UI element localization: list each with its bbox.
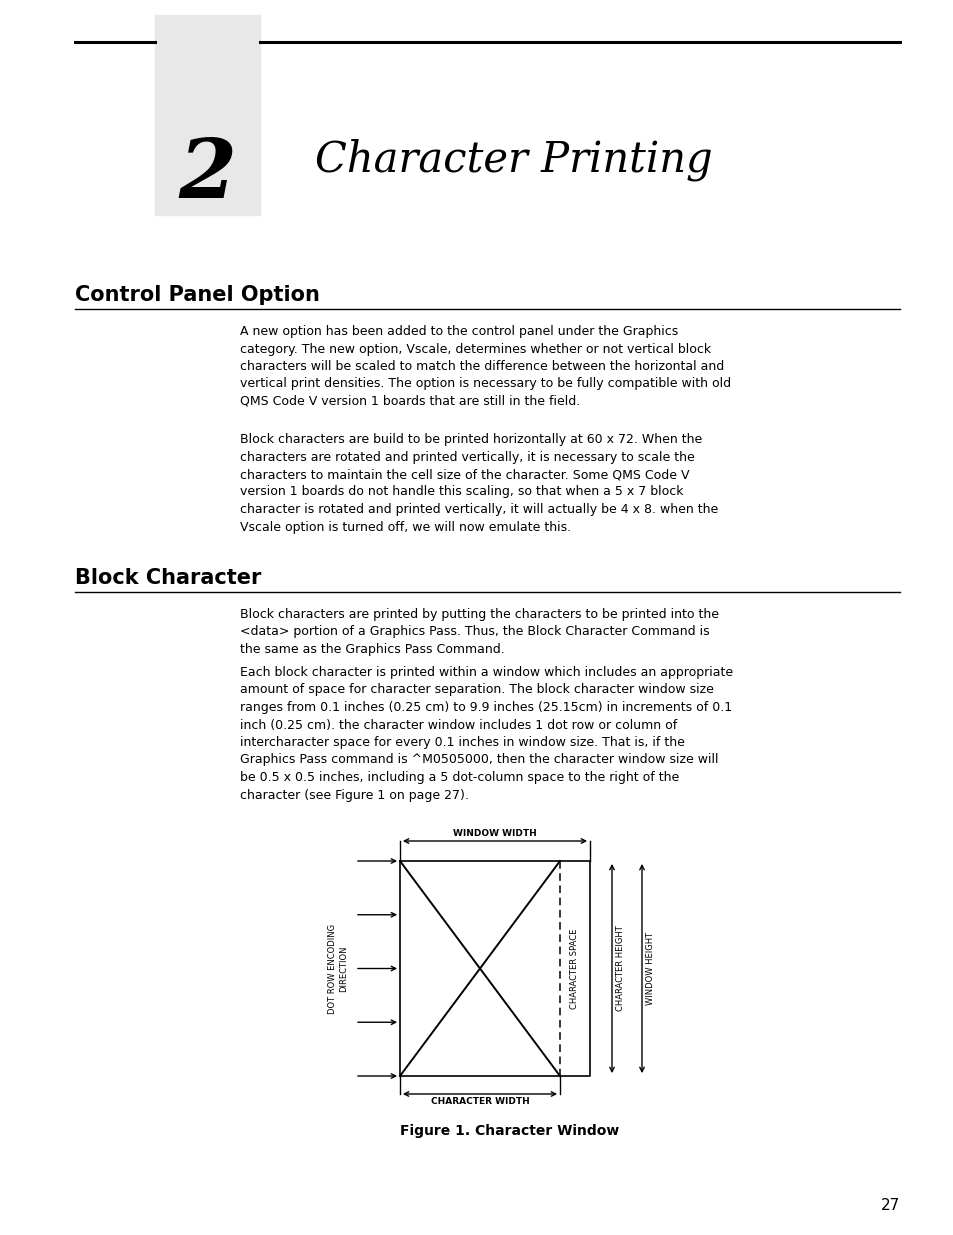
Text: Each block character is printed within a window which includes an appropriate
am: Each block character is printed within a… bbox=[240, 666, 732, 802]
Text: 27: 27 bbox=[880, 1198, 899, 1213]
Text: 2: 2 bbox=[178, 135, 236, 215]
Text: Block Character: Block Character bbox=[75, 568, 261, 588]
Text: Block characters are build to be printed horizontally at 60 x 72. When the
chara: Block characters are build to be printed… bbox=[240, 433, 718, 534]
Text: Block characters are printed by putting the characters to be printed into the
<d: Block characters are printed by putting … bbox=[240, 608, 719, 656]
Text: CHARACTER WIDTH: CHARACTER WIDTH bbox=[430, 1097, 529, 1107]
Text: Character Printing: Character Printing bbox=[314, 138, 712, 182]
Text: DOT ROW ENCODING
DIRECTION: DOT ROW ENCODING DIRECTION bbox=[328, 924, 348, 1014]
Text: WINDOW HEIGHT: WINDOW HEIGHT bbox=[645, 932, 655, 1005]
Text: Figure 1. Character Window: Figure 1. Character Window bbox=[400, 1124, 619, 1137]
Text: A new option has been added to the control panel under the Graphics
category. Th: A new option has been added to the contr… bbox=[240, 325, 730, 408]
Text: CHARACTER HEIGHT: CHARACTER HEIGHT bbox=[616, 925, 624, 1011]
Bar bbox=[154, 15, 260, 215]
Text: Control Panel Option: Control Panel Option bbox=[75, 285, 319, 305]
Text: WINDOW WIDTH: WINDOW WIDTH bbox=[453, 829, 537, 839]
Text: CHARACTER SPACE: CHARACTER SPACE bbox=[570, 929, 578, 1009]
